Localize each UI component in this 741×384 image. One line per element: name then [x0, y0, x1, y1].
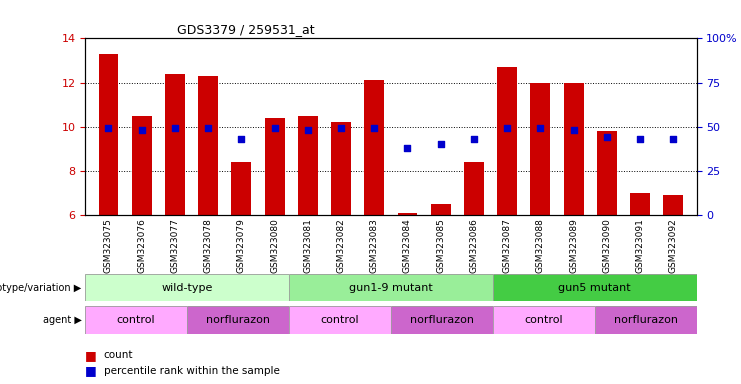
Text: ■: ■: [85, 349, 97, 362]
Text: norflurazon: norflurazon: [614, 315, 677, 325]
Point: [568, 127, 579, 133]
Point: [269, 126, 281, 132]
Point: [236, 136, 247, 142]
Bar: [165, 74, 185, 215]
Bar: [132, 116, 152, 215]
Text: genotype/variation ▶: genotype/variation ▶: [0, 283, 82, 293]
Point: [468, 136, 480, 142]
Text: control: control: [321, 315, 359, 325]
Point: [668, 136, 679, 142]
Text: norflurazon: norflurazon: [206, 315, 270, 325]
Bar: [597, 131, 617, 215]
Bar: [99, 54, 119, 215]
Point: [435, 141, 447, 147]
Text: GDS3379 / 259531_at: GDS3379 / 259531_at: [177, 23, 314, 36]
Text: ■: ■: [85, 364, 97, 377]
Point: [335, 126, 347, 132]
Bar: [431, 204, 451, 215]
Text: percentile rank within the sample: percentile rank within the sample: [104, 366, 279, 376]
Bar: [231, 162, 251, 215]
Point: [368, 126, 380, 132]
Bar: [531, 83, 551, 215]
Bar: [298, 116, 318, 215]
Text: control: control: [525, 315, 563, 325]
Bar: [365, 80, 385, 215]
Text: agent ▶: agent ▶: [43, 315, 82, 325]
Point: [169, 126, 181, 132]
Text: wild-type: wild-type: [162, 283, 213, 293]
Point: [634, 136, 646, 142]
Point: [534, 126, 546, 132]
Point: [302, 127, 313, 133]
Bar: [464, 162, 484, 215]
Text: norflurazon: norflurazon: [410, 315, 473, 325]
Text: count: count: [104, 350, 133, 360]
Bar: [564, 83, 584, 215]
Bar: [497, 67, 517, 215]
Text: gun1-9 mutant: gun1-9 mutant: [349, 283, 433, 293]
Bar: [265, 118, 285, 215]
Point: [601, 134, 613, 141]
Bar: [663, 195, 683, 215]
Point: [501, 126, 513, 132]
Point: [202, 126, 214, 132]
Text: control: control: [117, 315, 156, 325]
Bar: [630, 193, 650, 215]
Point: [102, 126, 114, 132]
Bar: [397, 213, 417, 215]
Text: gun5 mutant: gun5 mutant: [558, 283, 631, 293]
Point: [136, 127, 147, 133]
Point: [402, 145, 413, 151]
Bar: [331, 122, 351, 215]
Bar: [198, 76, 218, 215]
